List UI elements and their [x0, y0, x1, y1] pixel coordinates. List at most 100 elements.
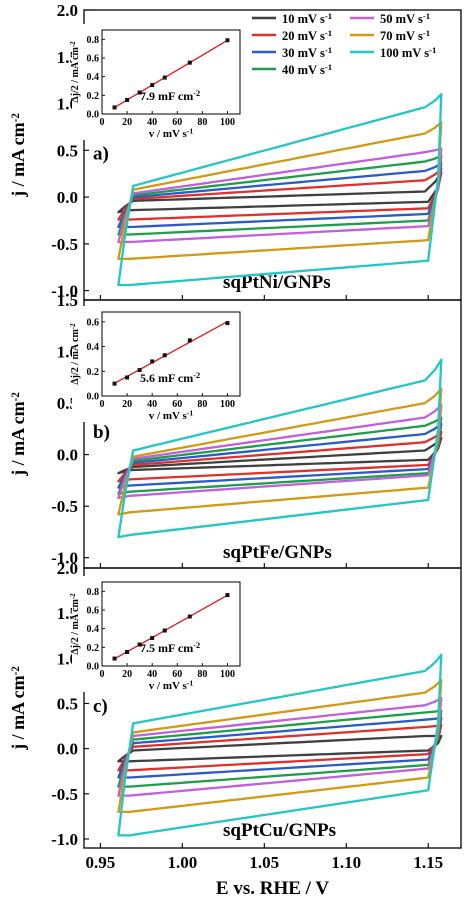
inset-y-tick-label: 0.8 — [87, 35, 100, 46]
inset-x-tick-label: 40 — [147, 117, 157, 128]
inset-data-point — [137, 642, 142, 647]
inset-y-tick-label: 0.0 — [87, 662, 100, 673]
inset-fit-line — [114, 320, 228, 384]
inset-y-tick-label: 0.8 — [87, 587, 100, 598]
inset-x-tick-label: 100 — [220, 117, 235, 128]
inset-y-tick-label: 0.4 — [87, 72, 100, 83]
inset-data-point — [162, 75, 167, 80]
legend-entry: 50 mV s-1 — [380, 11, 430, 26]
y-tick-label: 0.0 — [57, 740, 78, 759]
y-axis-label: j / mA cm-2 — [8, 666, 28, 751]
sample-label: sqPtNi/GNPs — [223, 272, 331, 293]
inset-x-axis-label: v / mV s-1 — [149, 127, 194, 140]
inset-frame — [101, 581, 241, 667]
inset-y-tick-label: 0.0 — [87, 392, 100, 403]
inset-x-tick-label: 0 — [100, 117, 105, 128]
panel-label: b) — [93, 422, 110, 443]
inset-y-tick-label: 0.2 — [87, 91, 100, 102]
inset-y-axis-label: Δj/2 / mA cm-2 — [69, 41, 81, 103]
inset-data-point — [125, 650, 130, 654]
inset-fit-line — [114, 39, 228, 109]
y-tick-label: 1.5 — [57, 291, 78, 310]
inset-data-point — [137, 368, 142, 373]
inset-plot: 0 20 40 60 80 100 0.0 0.2 0.4 0.6 5.6 mF cm-2 v / m… — [69, 306, 250, 422]
inset-y-tick-label: 0.4 — [87, 624, 100, 635]
inset-plot: 0 20 40 60 80 100 0.0 0.2 0.4 0.6 0.8 7.9 mF cm-2 v … — [69, 24, 250, 140]
legend-entry: 30 mV s-1 — [282, 45, 332, 60]
inset-data-point — [150, 636, 155, 640]
cv-curve-70mVs — [117, 121, 443, 260]
legend-entry: 20 mV s-1 — [282, 28, 332, 43]
legend-entry: 100 mV s-1 — [380, 45, 436, 60]
inset-y-tick-label: 0.2 — [87, 643, 100, 654]
inset-y-tick-label: 0.6 — [87, 317, 100, 328]
inset-x-tick-label: 40 — [147, 399, 157, 410]
legend: 10 mV s-1 20 mV s-1 30 mV s-1 40 mV s-1 50 m… — [252, 11, 436, 77]
y-tick-label: -1.0 — [51, 282, 78, 301]
sample-label: sqPtFe/GNPs — [223, 542, 332, 563]
inset-x-tick-label: 0 — [100, 669, 105, 680]
inset-x-axis-label: v / mV s-1 — [149, 409, 194, 422]
inset-x-tick-label: 60 — [172, 669, 182, 680]
panel-c: -1.0-0.50.00.51.01.52.0j / mA cm-2c)sqPt… — [8, 559, 462, 849]
legend-entry: 10 mV s-1 — [282, 11, 332, 26]
inset-x-tick-label: 0 — [100, 399, 105, 410]
inset-data-point — [162, 353, 167, 358]
x-tick-label: 1.00 — [167, 853, 197, 872]
inset-capacitance-annotation: 7.5 mF cm-2 — [140, 641, 200, 655]
inset-data-point — [225, 321, 230, 326]
y-tick-label: 0.0 — [57, 446, 78, 465]
y-tick-label: -0.5 — [51, 497, 78, 516]
x-tick-label: 1.05 — [249, 853, 279, 872]
inset-data-point — [162, 628, 167, 633]
y-tick-label: 2.0 — [57, 1, 78, 20]
cv-curve-70mVs — [117, 387, 443, 516]
inset-data-point — [150, 83, 155, 88]
plot-frame — [83, 567, 462, 849]
y-axis-label: j / mA cm-2 — [8, 113, 28, 198]
y-axis-label: j / mA cm-2 — [8, 392, 28, 477]
inset-x-tick-label: 20 — [122, 669, 132, 680]
inset-x-axis-label: v / mV s-1 — [149, 679, 194, 692]
inset-y-tick-label: 0.4 — [87, 342, 100, 353]
legend-entry: 40 mV s-1 — [282, 62, 332, 77]
panel-label: c) — [93, 696, 108, 717]
inset-y-tick-label: 0.0 — [87, 110, 100, 121]
y-tick-label: -0.5 — [51, 785, 78, 804]
inset-data-point — [112, 656, 117, 661]
inset-x-tick-label: 80 — [197, 669, 207, 680]
inset-data-point — [137, 90, 142, 95]
panel-label: a) — [93, 143, 109, 164]
sample-label: sqPtCu/GNPs — [223, 820, 336, 841]
inset-y-tick-label: 0.2 — [87, 367, 100, 378]
inset-data-point — [112, 105, 117, 110]
panel-b: -1.0-0.50.00.51.01.5j / mA cm-2b)sqPtFe/… — [8, 291, 462, 569]
y-tick-label: 0.5 — [57, 694, 78, 713]
y-tick-label: -0.5 — [51, 235, 78, 254]
inset-capacitance-annotation: 5.6 mF cm-2 — [140, 371, 200, 385]
inset-data-point — [112, 381, 117, 386]
x-tick-label: 0.95 — [86, 853, 116, 872]
inset-x-tick-label: 20 — [122, 399, 132, 410]
inset-y-tick-label: 0.6 — [87, 606, 100, 617]
panel-a: -1.0-0.50.00.51.01.52.0j / mA cm-2a)sqPt… — [8, 1, 462, 301]
x-tick-label: 1.15 — [413, 853, 443, 872]
legend-entry: 70 mV s-1 — [380, 28, 430, 43]
inset-y-tick-label: 0.6 — [87, 54, 100, 65]
inset-data-point — [225, 38, 230, 43]
y-tick-label: -1.0 — [51, 549, 78, 568]
x-tick-label: 1.10 — [331, 853, 361, 872]
inset-data-point — [225, 593, 230, 598]
inset-data-point — [187, 338, 192, 343]
inset-frame — [101, 311, 241, 397]
inset-data-point — [187, 60, 192, 65]
inset-data-point — [125, 98, 130, 102]
inset-x-tick-label: 40 — [147, 669, 157, 680]
x-axis-label: E vs. RHE / V — [216, 878, 329, 899]
cv-curve-100mVs — [117, 93, 443, 287]
inset-fit-line — [114, 594, 228, 660]
y-tick-label: -1.0 — [51, 830, 78, 849]
y-tick-label: 0.5 — [57, 141, 78, 160]
inset-y-axis-label: Δj/2 / mA cm-2 — [69, 323, 81, 385]
inset-x-tick-label: 100 — [220, 669, 235, 680]
